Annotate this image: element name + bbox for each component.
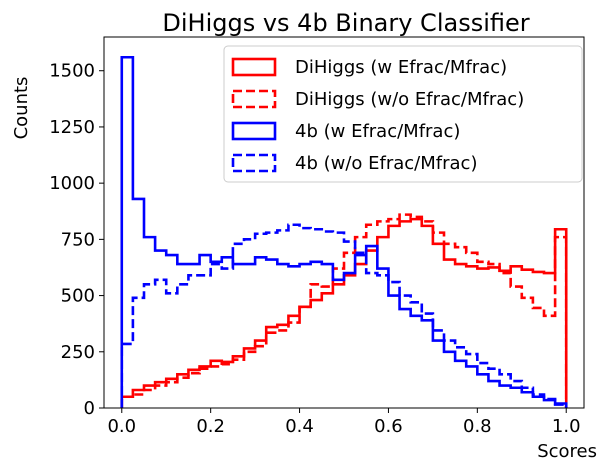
y-tick-label: 750 [61,229,95,250]
legend-label-0: DiHiggs (w Efrac/Mfrac) [295,57,507,78]
x-tick-label: 0.4 [285,416,314,437]
x-tick-label: 1.0 [552,416,581,437]
legend-label-2: 4b (w Efrac/Mfrac) [295,121,460,142]
legend-label-3: 4b (w/o Efrac/Mfrac) [295,153,477,174]
y-tick-label: 250 [61,342,95,363]
x-tick-label: 0.2 [196,416,225,437]
x-tick-label: 0.6 [374,416,403,437]
legend-swatch-1 [231,89,277,109]
series-1-histogram [120,213,568,408]
series-2-histogram [120,55,568,408]
legend: DiHiggs (w Efrac/Mfrac) DiHiggs (w/o Efra… [223,45,583,183]
x-tick-label: 0.0 [107,416,136,437]
y-tick-label: 1250 [49,117,95,138]
legend-swatch-0 [231,57,277,77]
legend-items: DiHiggs (w Efrac/Mfrac) DiHiggs (w/o Efra… [231,57,524,174]
x-tick-label: 0.8 [463,416,492,437]
series-3-histogram [120,223,568,408]
legend-swatch-3 [231,153,277,173]
axes-layer: 0.0 0.2 0.4 0.6 0.8 1.0 0 250 500 750 1000 1250 1500 [49,36,585,437]
legend-frame [223,45,583,183]
y-axis-label: Counts [11,77,32,140]
plot-frame [103,36,585,409]
legend-swatch-2 [231,121,277,141]
y-tick-label: 500 [61,286,95,307]
chart-title: DiHiggs vs 4b Binary Classifier [162,9,529,37]
y-tick-label: 1500 [49,61,95,82]
y-tick-label: 1000 [49,173,95,194]
y-tick-label: 0 [84,398,95,419]
legend-label-1: DiHiggs (w/o Efrac/Mfrac) [295,89,524,110]
x-axis-label: Scores [537,441,597,462]
histogram-layer [120,55,568,408]
